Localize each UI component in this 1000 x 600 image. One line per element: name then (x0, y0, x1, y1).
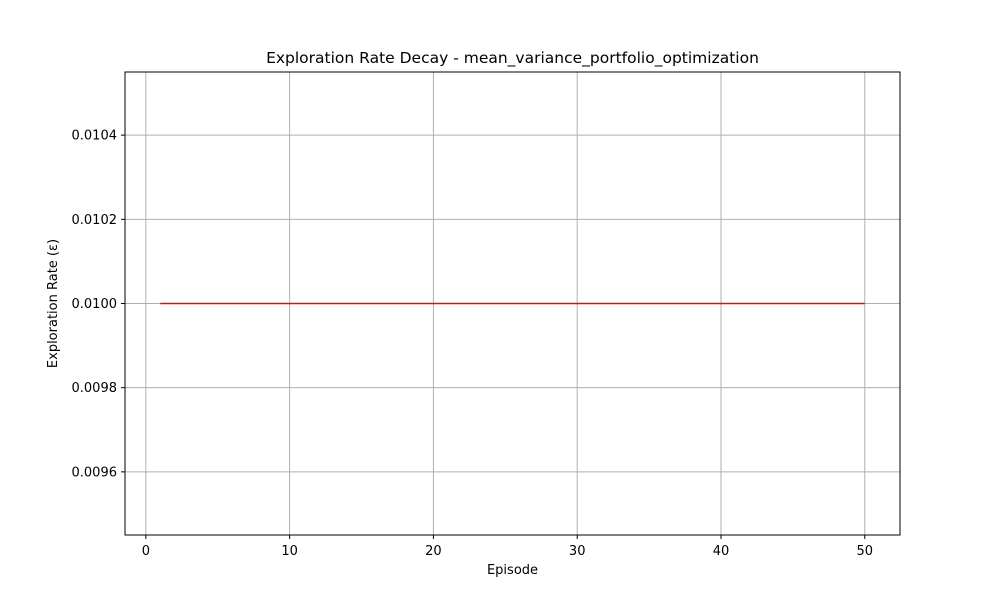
y-tick-label: 0.0102 (72, 213, 118, 228)
y-tick-label: 0.0100 (72, 297, 118, 312)
x-tick-label: 20 (425, 544, 442, 559)
x-tick-label: 10 (281, 544, 298, 559)
x-tick-label: 30 (569, 544, 586, 559)
y-tick-label: 0.0104 (72, 129, 118, 144)
y-axis-label: Exploration Rate (ε) (46, 239, 61, 368)
chart-title: Exploration Rate Decay - mean_variance_p… (266, 49, 759, 68)
x-tick-label: 50 (856, 544, 873, 559)
ticks: 0 10 20 30 40 50 0.0096 0.0098 0.0100 0.0102 0.010… (72, 129, 874, 559)
x-tick-label: 0 (142, 544, 150, 559)
y-tick-label: 0.0098 (72, 381, 118, 396)
y-tick-label: 0.0096 (72, 465, 118, 480)
x-tick-label: 40 (713, 544, 730, 559)
x-axis-label: Episode (487, 563, 538, 578)
